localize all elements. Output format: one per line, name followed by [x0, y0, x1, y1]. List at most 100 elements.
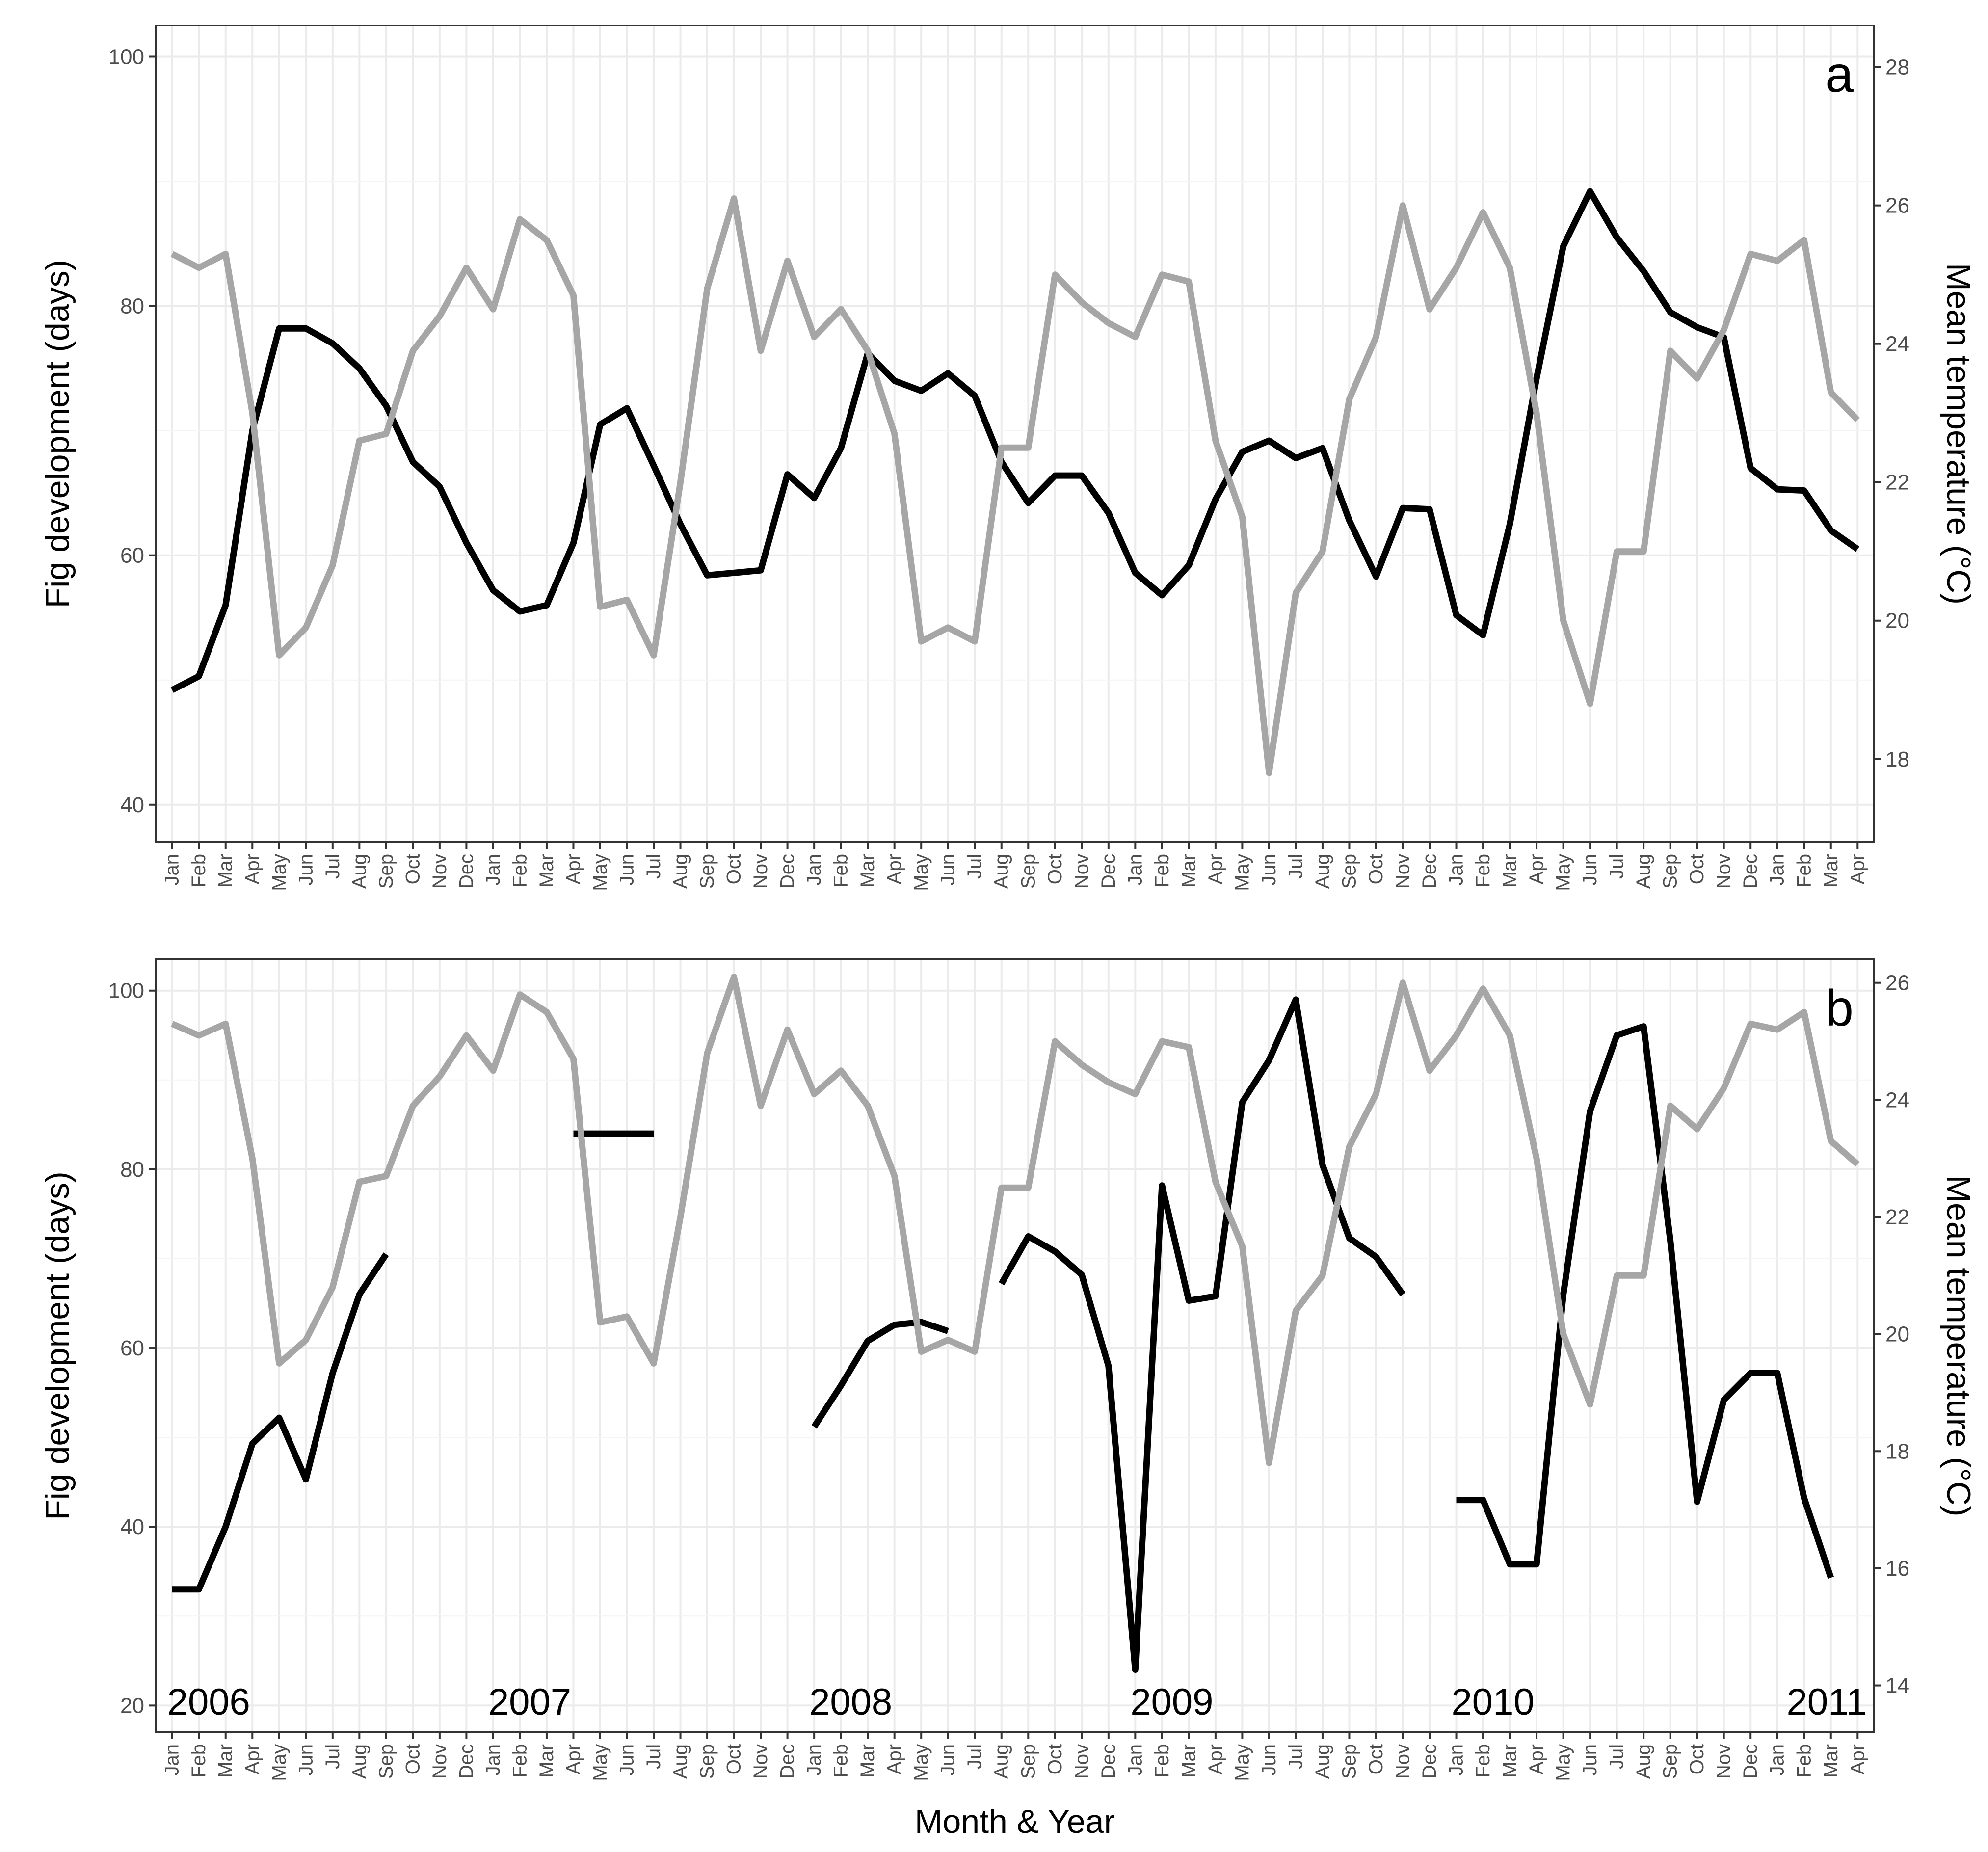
panel-a-x-tick-label: Sep — [1660, 854, 1681, 889]
panel-b-x-tick-label: Mar — [215, 1744, 237, 1778]
panel-b-x-tick-label: Nov — [1071, 1744, 1092, 1779]
panel-b-year-label: 2010 — [1452, 1681, 1535, 1723]
panel-a-x-tick-label: Oct — [1044, 854, 1066, 884]
panel-a-label: a — [1825, 46, 1854, 103]
panel-b-x-tick-label: Jul — [643, 1744, 664, 1769]
panel-a-y2-tick-label: 18 — [1885, 747, 1909, 771]
panel-b-x-tick-label: Dec — [1419, 1744, 1440, 1779]
panel-a-y-tick-label: 100 — [108, 45, 144, 69]
panel-b-year-label: 2006 — [167, 1681, 250, 1723]
panel-a-x-tick-label: Jul — [1606, 854, 1628, 879]
panel-a-x-tick-label: Oct — [1686, 854, 1708, 884]
panel-b-x-tick-label: Aug — [348, 1744, 370, 1779]
panel-b-x-tick-label: Aug — [991, 1744, 1012, 1779]
panel-a-x-tick-label: Nov — [1071, 854, 1092, 889]
panel-b-x-tick-label: Nov — [750, 1744, 771, 1779]
panel-b-year-label: 2008 — [809, 1681, 892, 1723]
panel-b-x-tick-label: Mar — [536, 1744, 557, 1778]
panel-a-y-axis-title: Fig development (days) — [39, 260, 76, 609]
panel-a-x-tick-label: Jun — [1579, 854, 1601, 886]
panel-a-x-tick-label: May — [1231, 854, 1253, 891]
panel-b-y2-tick-label: 16 — [1885, 1557, 1909, 1581]
panel-a-x-tick-label: Feb — [1151, 854, 1173, 888]
panel-b-label: b — [1825, 980, 1854, 1037]
panel-b-development-line-4 — [1456, 1023, 1834, 1579]
panel-b-x-tick-label: May — [910, 1744, 932, 1781]
panel-b-y2-tick-label: 14 — [1885, 1674, 1909, 1698]
panel-a-x-tick-label: Apr — [1205, 854, 1226, 884]
panel-b-y2-tick-label: 22 — [1885, 1205, 1909, 1229]
panel-a-x-tick-label: Sep — [1338, 854, 1360, 889]
panel-b-x-tick-label: May — [589, 1744, 611, 1781]
panel-b-y2-tick-label: 26 — [1885, 971, 1909, 995]
panel-b-x-tick-label: Dec — [1740, 1744, 1761, 1779]
panel-b-series — [171, 974, 1860, 1673]
panel-a-x-tick-label: Dec — [1098, 854, 1119, 889]
panel-a-x-tick-label: Nov — [429, 854, 451, 889]
panel-a-x-tick-label: Mar — [536, 854, 557, 888]
panel-a-development-line-0 — [170, 188, 1860, 693]
panel-b-development-line-0 — [172, 1252, 389, 1593]
panel-b-x-tick-label: Sep — [1660, 1744, 1681, 1779]
panel-a-x-tick-label: Mar — [215, 854, 237, 888]
panel-b-x-tick-label: Jun — [1579, 1744, 1601, 1776]
panel-b-x-tick-label: Apr — [1847, 1744, 1868, 1774]
panel-b-x-tick-label: Feb — [1151, 1744, 1173, 1778]
panel-b-y-tick-label: 100 — [108, 979, 144, 1003]
panel-b-x-tick-label: Jan — [1124, 1744, 1146, 1776]
panel-b-x-tick-label: Apr — [884, 1744, 905, 1774]
panel-a-x-tick-label: Jul — [964, 854, 985, 879]
panel-a-y2-tick-label: 20 — [1885, 609, 1909, 633]
panel-b-x-tick-label: Jun — [616, 1744, 638, 1776]
panel-b-year-label: 2007 — [488, 1681, 571, 1723]
panel-a-x-tick-label: Aug — [348, 854, 370, 889]
panel-a-x-tick-label: Jun — [616, 854, 638, 886]
panel-b-x-tick-label: Oct — [723, 1744, 745, 1774]
panel-a-x-tick-label: Jun — [295, 854, 317, 886]
panel-b-x-tick-label: Jan — [1446, 1744, 1467, 1776]
panel-a-y-tick-label: 80 — [120, 294, 144, 318]
panel-b-x-tick-label: Mar — [1820, 1744, 1842, 1778]
panel-b-x-tick-label: Dec — [1098, 1744, 1119, 1779]
panel-b-x-tick-label: Sep — [375, 1744, 397, 1779]
panel-b-year-labels: 2006 2007 2008 2009 2010 2011 — [167, 1681, 1867, 1723]
panel-a-y2-tick-label: 26 — [1885, 194, 1909, 218]
panel-a-x-tick-label: Jan — [803, 854, 825, 886]
panel-a-x-tick-label: Apr — [884, 854, 905, 884]
panel-b-y2-axis-title: Mean temperature (°C) — [1940, 1175, 1977, 1516]
panel-a-y-tick-label: 40 — [120, 793, 144, 817]
panel-b-x-tick-label: Nov — [429, 1744, 451, 1779]
panel-a-x-tick-label: Dec — [777, 854, 798, 889]
panel-a-x-tick-label: Dec — [1419, 854, 1440, 889]
panel-a-x-tick-label: Apr — [1847, 854, 1868, 884]
panel-a-x-tick-label: Feb — [509, 854, 530, 888]
panel-a-x-tick-label: Nov — [750, 854, 771, 889]
panel-b-y-tick-label: 60 — [120, 1336, 144, 1360]
panel-a-x-tick-label: May — [910, 854, 932, 891]
x-axis-title: Month & Year — [915, 1803, 1115, 1840]
panel-b-x-tick-label: Aug — [670, 1744, 691, 1779]
panel-b-x-tick-label: Sep — [696, 1744, 718, 1779]
panel-b-x-tick-label: Oct — [402, 1744, 424, 1774]
panel-b-temperature-line-0 — [171, 974, 1860, 1466]
panel-a-x-tick-label: Jul — [643, 854, 664, 879]
panel-a-x-tick-label: Jul — [1285, 854, 1306, 879]
panel-a-x-tick-label: Dec — [1740, 854, 1761, 889]
panel-b-x-tick-label: Oct — [1686, 1744, 1708, 1774]
panel-a-x-tick-label: Mar — [857, 854, 878, 888]
panel-b-y2-tick-label: 18 — [1885, 1439, 1909, 1463]
panel-a-x-tick-label: Jan — [161, 854, 183, 886]
panel-b-x-tick-label: Nov — [1713, 1744, 1735, 1779]
panel-b-x-tick-label: Jun — [1258, 1744, 1280, 1776]
panel-a-x-tick-label: Oct — [1365, 854, 1387, 884]
panel-b-frame — [155, 958, 1875, 1733]
panel-b-x-tick-label: Jul — [1606, 1744, 1628, 1769]
panel-b-x-tick-label: Jan — [1767, 1744, 1788, 1776]
panel-b-x-tick-label: May — [1553, 1744, 1574, 1781]
panel-b-y2-tick-label: 24 — [1885, 1088, 1909, 1112]
panel-b-x-tick-label: Feb — [830, 1744, 852, 1778]
panel-a-x-tick-label: Apr — [1526, 854, 1547, 884]
